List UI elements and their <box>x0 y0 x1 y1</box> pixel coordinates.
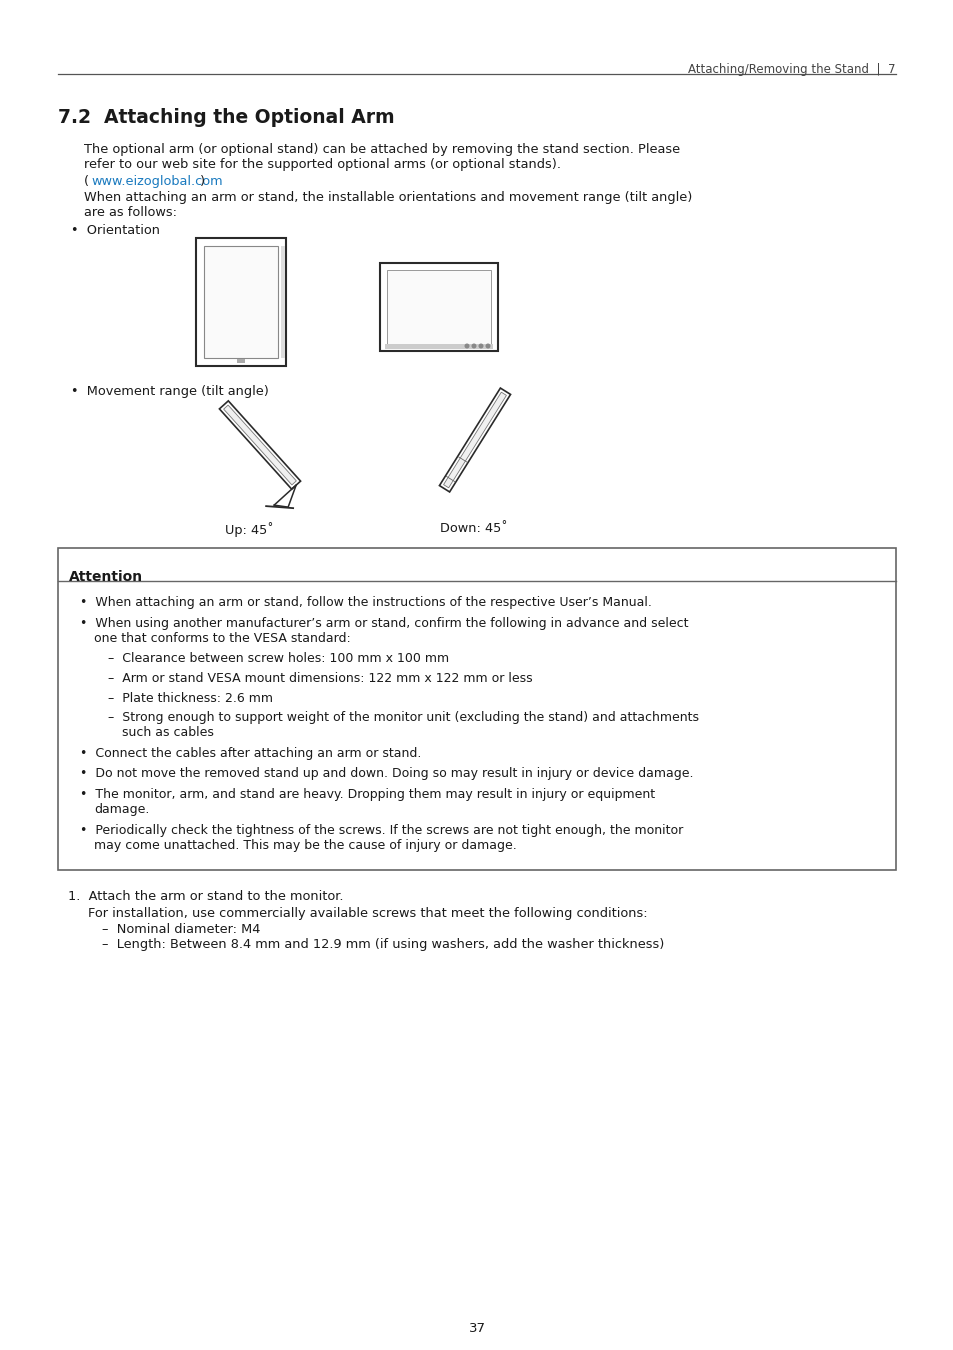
Circle shape <box>465 344 468 348</box>
Text: Attaching/Removing the Stand  |  7: Attaching/Removing the Stand | 7 <box>688 63 895 76</box>
Text: •  Do not move the removed stand up and down. Doing so may result in injury or d: • Do not move the removed stand up and d… <box>80 768 693 780</box>
Bar <box>236 359 245 363</box>
Text: may come unattached. This may be the cause of injury or damage.: may come unattached. This may be the cau… <box>94 840 517 852</box>
Text: •  When attaching an arm or stand, follow the instructions of the respective Use: • When attaching an arm or stand, follow… <box>80 595 651 609</box>
Text: –  Strong enough to support weight of the monitor unit (excluding the stand) and: – Strong enough to support weight of the… <box>108 711 699 724</box>
Text: –  Nominal diameter: M4: – Nominal diameter: M4 <box>102 923 260 936</box>
Text: –  Arm or stand VESA mount dimensions: 122 mm x 122 mm or less: – Arm or stand VESA mount dimensions: 12… <box>108 672 532 684</box>
Text: are as follows:: are as follows: <box>84 207 177 219</box>
Text: –  Plate thickness: 2.6 mm: – Plate thickness: 2.6 mm <box>108 691 273 705</box>
Text: 1.  Attach the arm or stand to the monitor.: 1. Attach the arm or stand to the monito… <box>68 890 343 903</box>
Circle shape <box>472 344 476 348</box>
Bar <box>204 246 277 358</box>
Bar <box>195 238 286 366</box>
Text: •  Orientation: • Orientation <box>71 224 160 238</box>
Text: such as cables: such as cables <box>122 726 213 740</box>
Polygon shape <box>219 401 300 489</box>
Text: •  When using another manufacturer’s arm or stand, confirm the following in adva: • When using another manufacturer’s arm … <box>80 617 688 629</box>
Text: (: ( <box>84 176 89 188</box>
Text: damage.: damage. <box>94 803 150 817</box>
Bar <box>379 263 497 351</box>
Polygon shape <box>439 387 510 491</box>
Circle shape <box>478 344 482 348</box>
Text: •  Periodically check the tightness of the screws. If the screws are not tight e: • Periodically check the tightness of th… <box>80 824 682 837</box>
Bar <box>385 344 493 350</box>
Text: –  Clearance between screw holes: 100 mm x 100 mm: – Clearance between screw holes: 100 mm … <box>108 652 449 666</box>
Text: Down: 45˚: Down: 45˚ <box>439 522 507 535</box>
Text: refer to our web site for the supported optional arms (or optional stands).: refer to our web site for the supported … <box>84 158 560 171</box>
Text: For installation, use commercially available screws that meet the following cond: For installation, use commercially avail… <box>88 907 647 919</box>
Text: ): ) <box>200 176 205 188</box>
Text: –  Length: Between 8.4 mm and 12.9 mm (if using washers, add the washer thicknes: – Length: Between 8.4 mm and 12.9 mm (if… <box>102 938 663 950</box>
Circle shape <box>486 344 489 348</box>
Text: www.eizoglobal.com: www.eizoglobal.com <box>91 176 222 188</box>
Text: Up: 45˚: Up: 45˚ <box>225 522 274 537</box>
Text: •  The monitor, arm, and stand are heavy. Dropping them may result in injury or : • The monitor, arm, and stand are heavy.… <box>80 788 655 801</box>
Polygon shape <box>443 393 506 487</box>
Text: When attaching an arm or stand, the installable orientations and movement range : When attaching an arm or stand, the inst… <box>84 190 692 204</box>
Text: Attention: Attention <box>69 570 143 585</box>
Bar <box>58 548 895 869</box>
Text: The optional arm (or optional stand) can be attached by removing the stand secti: The optional arm (or optional stand) can… <box>84 143 679 157</box>
Polygon shape <box>223 405 296 485</box>
Text: •  Connect the cables after attaching an arm or stand.: • Connect the cables after attaching an … <box>80 747 421 760</box>
Text: 37: 37 <box>468 1322 485 1335</box>
Text: one that conforms to the VESA standard:: one that conforms to the VESA standard: <box>94 632 351 645</box>
Bar <box>281 246 285 358</box>
Text: •  Movement range (tilt angle): • Movement range (tilt angle) <box>71 385 269 398</box>
Text: 7.2  Attaching the Optional Arm: 7.2 Attaching the Optional Arm <box>58 108 395 127</box>
Bar <box>387 270 491 344</box>
